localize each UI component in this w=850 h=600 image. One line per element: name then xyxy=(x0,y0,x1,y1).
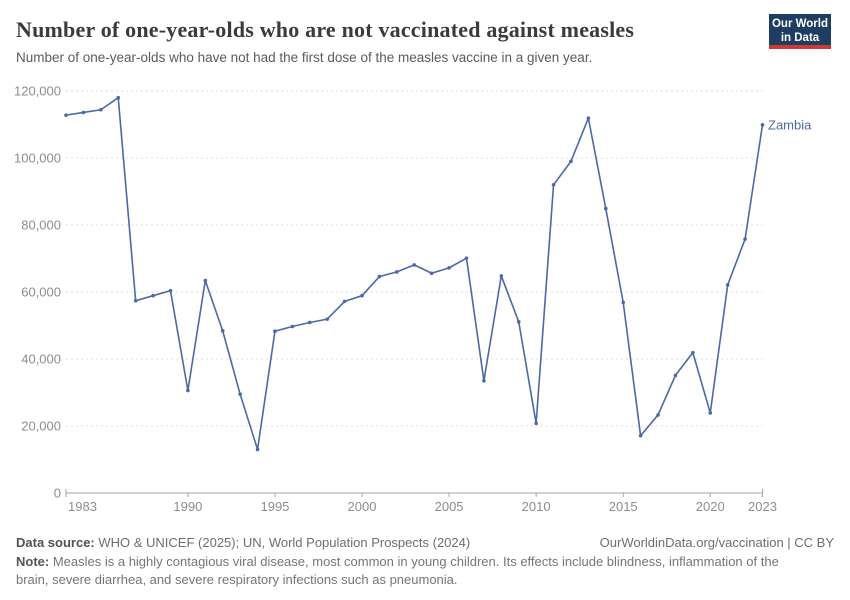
data-point[interactable] xyxy=(638,433,643,438)
x-tick-label: 2020 xyxy=(696,499,725,514)
data-point[interactable] xyxy=(464,256,469,260)
chart-note: Note: Measles is a highly contagious vir… xyxy=(16,553,784,589)
x-tick-label: 2023 xyxy=(748,499,777,514)
data-point[interactable] xyxy=(360,293,364,298)
data-point[interactable] xyxy=(603,206,608,211)
y-tick-label: 80,000 xyxy=(21,218,61,233)
data-point[interactable] xyxy=(116,95,121,100)
data-source-text: WHO & UNICEF (2025); UN, World Populatio… xyxy=(94,535,471,550)
chart-subtitle: Number of one-year-olds who have not had… xyxy=(16,50,593,65)
data-point[interactable] xyxy=(377,274,382,279)
data-point[interactable] xyxy=(203,278,208,283)
x-tick-label: 1983 xyxy=(68,499,97,514)
y-tick-label: 0 xyxy=(54,486,61,501)
data-point[interactable] xyxy=(342,299,347,304)
data-point[interactable] xyxy=(307,320,312,325)
note-text: Measles is a highly contagious viral dis… xyxy=(16,554,779,587)
data-point[interactable] xyxy=(255,447,260,452)
data-point[interactable] xyxy=(220,329,225,333)
data-point[interactable] xyxy=(238,392,242,396)
data-point[interactable] xyxy=(656,413,660,417)
chart-footer: Data source: WHO & UNICEF (2025); UN, Wo… xyxy=(16,535,834,550)
data-point[interactable] xyxy=(708,411,713,415)
data-point[interactable] xyxy=(64,113,68,117)
x-tick-label: 2005 xyxy=(435,499,464,514)
data-point[interactable] xyxy=(81,110,86,115)
y-tick-label: 40,000 xyxy=(21,352,61,367)
x-tick-label: 2015 xyxy=(609,499,638,514)
data-point[interactable] xyxy=(691,350,695,355)
y-tick-label: 100,000 xyxy=(14,151,61,166)
data-point[interactable] xyxy=(673,373,678,378)
data-point[interactable] xyxy=(133,298,138,303)
data-point[interactable] xyxy=(534,421,538,426)
data-point[interactable] xyxy=(151,293,155,298)
data-point[interactable] xyxy=(621,300,625,305)
note-label: Note: xyxy=(16,554,50,569)
data-point[interactable] xyxy=(99,107,103,112)
data-point[interactable] xyxy=(482,378,486,383)
data-point[interactable] xyxy=(447,266,451,270)
data-source-label: Data source: xyxy=(16,535,95,550)
owid-logo-line1: Our World xyxy=(771,18,828,30)
y-tick-label: 60,000 xyxy=(21,285,61,300)
page-title: Number of one-year-olds who are not vacc… xyxy=(16,17,635,42)
data-point[interactable] xyxy=(586,116,591,120)
data-point[interactable] xyxy=(168,288,173,293)
data-point[interactable] xyxy=(290,324,295,329)
x-tick-label: 2010 xyxy=(522,499,551,514)
data-point[interactable] xyxy=(429,271,434,276)
line-chart[interactable]: 0 20,000 40,000 60,000 80,000 100,000 120,000 1… xyxy=(0,80,850,530)
data-point[interactable] xyxy=(516,320,521,324)
owid-logo[interactable]: Our World in Data xyxy=(769,14,831,49)
data-point[interactable] xyxy=(760,123,765,127)
data-point[interactable] xyxy=(499,274,504,278)
y-tick-label: 20,000 xyxy=(21,419,61,434)
y-tick-label: 120,000 xyxy=(14,84,61,99)
data-point[interactable] xyxy=(273,329,277,333)
data-point[interactable] xyxy=(395,270,399,274)
data-point[interactable] xyxy=(725,283,730,287)
license-link[interactable]: OurWorldinData.org/vaccination | CC BY xyxy=(599,535,834,550)
x-tick-label: 2000 xyxy=(348,499,377,514)
x-tick-label: 1990 xyxy=(173,499,202,514)
data-point[interactable] xyxy=(569,159,573,164)
data-point[interactable] xyxy=(743,237,747,241)
data-point[interactable] xyxy=(412,263,417,267)
data-point[interactable] xyxy=(325,317,329,321)
zambia-series-line xyxy=(65,96,764,451)
owid-logo-line2: in Data xyxy=(780,31,820,44)
data-point[interactable] xyxy=(551,183,556,187)
series-end-label[interactable]: Zambia xyxy=(768,117,812,132)
data-point[interactable] xyxy=(186,388,190,393)
data-source: Data source: WHO & UNICEF (2025); UN, Wo… xyxy=(16,535,470,550)
x-tick-label: 1995 xyxy=(260,499,289,514)
